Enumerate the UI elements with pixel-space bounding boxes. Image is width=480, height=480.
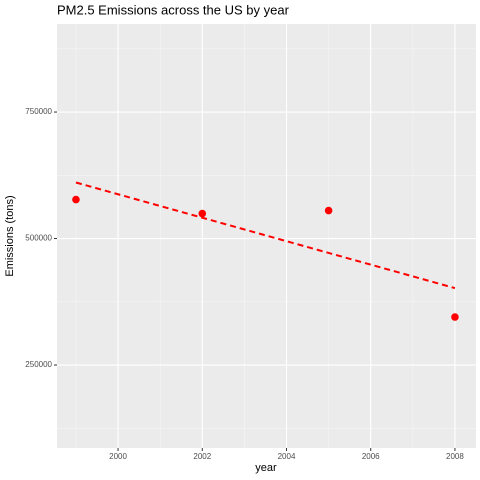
x-tick-label: 2008 — [446, 452, 464, 461]
x-tick-label: 2000 — [109, 452, 127, 461]
point — [72, 195, 80, 204]
y-tick-label: 750000 — [25, 107, 52, 116]
y-axis-title: Emissions (tons) — [4, 195, 16, 276]
x-tick-label: 2004 — [278, 452, 296, 461]
y-tick-label: 500000 — [25, 234, 52, 243]
plot-panel — [57, 24, 476, 448]
point — [198, 209, 207, 218]
y-tick-label: 250000 — [25, 360, 52, 369]
chart-title: PM2.5 Emissions across the US by year — [57, 2, 290, 17]
point — [324, 206, 333, 215]
point — [451, 313, 459, 321]
trend-line — [75, 181, 456, 290]
x-tick-label: 2006 — [362, 452, 380, 461]
x-tick-label: 2002 — [193, 452, 211, 461]
x-axis-title: year — [255, 462, 277, 474]
